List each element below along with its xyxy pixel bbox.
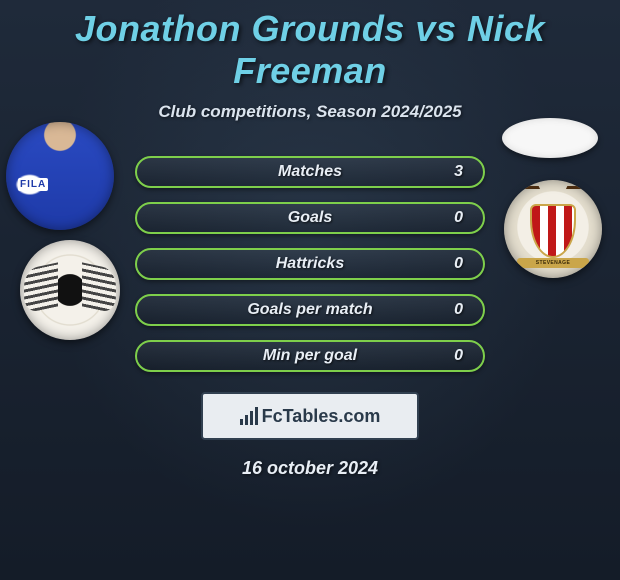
page-title: Jonathon Grounds vs Nick Freeman [0, 0, 620, 92]
stat-label: Goals [288, 209, 332, 227]
club-crest-right: STEVENAGE [504, 180, 602, 278]
stat-value: 0 [454, 255, 463, 273]
stats-list: Matches 3 Goals 0 Hattricks 0 Goals per … [135, 156, 485, 372]
player-photo-left [6, 122, 114, 230]
stat-value: 3 [454, 163, 463, 181]
bar-chart-icon [240, 407, 258, 425]
club-crest-left [20, 240, 120, 340]
crest-shield-icon [530, 204, 576, 258]
date-text: 16 october 2024 [0, 458, 620, 479]
stat-value: 0 [454, 301, 463, 319]
brand-box: FcTables.com [201, 392, 419, 440]
stat-row: Hattricks 0 [135, 248, 485, 280]
stat-label: Matches [278, 163, 342, 181]
stat-row: Goals 0 [135, 202, 485, 234]
left-side-stack [6, 122, 126, 340]
crest-antlers-icon [518, 186, 588, 206]
stat-label: Goals per match [247, 301, 372, 319]
stat-row: Goals per match 0 [135, 294, 485, 326]
stat-label: Min per goal [263, 347, 357, 365]
brand-text: FcTables.com [262, 406, 381, 427]
stat-row: Matches 3 [135, 156, 485, 188]
crest-banner: STEVENAGE [517, 258, 589, 268]
stat-label: Hattricks [276, 255, 344, 273]
stat-value: 0 [454, 347, 463, 365]
right-side-stack: STEVENAGE [494, 118, 614, 278]
stat-value: 0 [454, 209, 463, 227]
player-photo-right-blank [502, 118, 598, 158]
stat-row: Min per goal 0 [135, 340, 485, 372]
